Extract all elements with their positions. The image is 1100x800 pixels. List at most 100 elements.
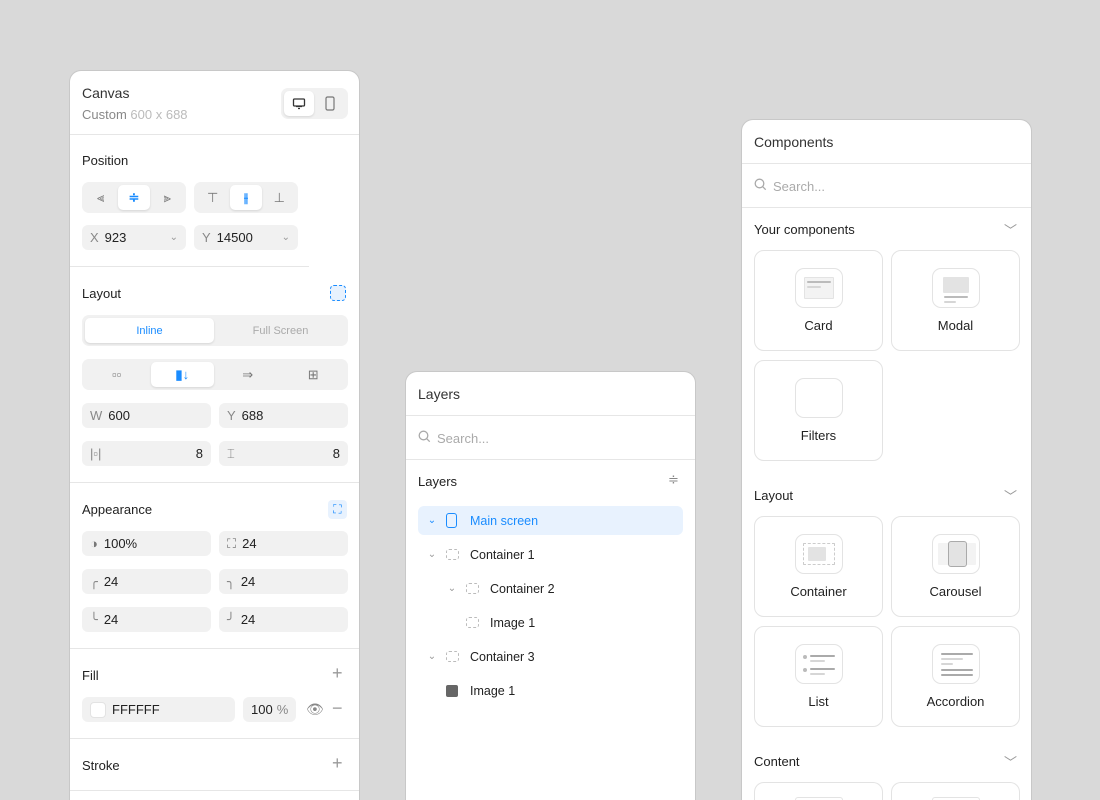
component-thumbnail-icon <box>794 797 843 800</box>
appearance-label: Appearance <box>82 502 153 517</box>
horizontal-gap-field[interactable]: |▫| 8 <box>82 441 211 466</box>
vertical-gap-field[interactable]: ⌶ 8 <box>219 441 348 466</box>
align-right-icon: ⫸ <box>163 189 171 205</box>
radius-top-left-field[interactable]: ╭ 24 <box>82 569 211 594</box>
radius-field[interactable]: ⛶ 24 <box>219 531 348 556</box>
layer-row[interactable]: Image 1 <box>418 608 683 637</box>
opacity-value: 100% <box>103 536 138 551</box>
fill-opacity-unit: % <box>276 702 289 717</box>
component-label: Filters <box>800 428 837 443</box>
fill-opacity-field[interactable]: 100% <box>243 697 296 722</box>
chevron-down-icon[interactable]: ⌄ <box>447 583 457 594</box>
layers-title: Layers <box>418 386 461 402</box>
align-center-v-button[interactable]: ⫲ <box>230 185 262 210</box>
remove-fill-icon[interactable]: − <box>332 698 343 718</box>
mode-inline[interactable]: Inline <box>85 318 214 343</box>
y-label: Y <box>202 230 211 245</box>
search-input[interactable]: Search... <box>773 178 826 194</box>
chevron-down-icon[interactable]: ﹀ <box>1003 223 1017 238</box>
collapse-all-icon[interactable]: ≑ <box>668 472 679 487</box>
fill-color-field[interactable]: FFFFFF <box>82 697 235 722</box>
mobile-button[interactable] <box>316 91 346 116</box>
layer-row[interactable]: ⌄ Container 3 <box>418 642 683 671</box>
component-label: Carousel <box>929 584 982 599</box>
vertical-align-group: ⊤ ⫲ ⊥ <box>194 182 298 213</box>
canvas-preset[interactable]: Custom <box>82 107 127 122</box>
layout-lock-icon[interactable] <box>330 285 346 301</box>
direction-toggle: ▫▫ ▮↓ ⇒ ⊞ <box>82 359 348 390</box>
layer-row[interactable]: ⌄ Container 1 <box>418 540 683 569</box>
component-card[interactable]: Modal <box>891 250 1020 351</box>
y-dropdown[interactable]: Y 14500 ⌄ <box>194 225 298 250</box>
component-card[interactable] <box>891 782 1020 800</box>
width-field[interactable]: W 600 <box>82 403 211 428</box>
direction-vertical-button[interactable]: ▮↓ <box>150 362 214 387</box>
align-right-button[interactable]: ⫸ <box>152 185 183 210</box>
align-top-button[interactable]: ⊤ <box>197 185 228 210</box>
add-stroke-icon[interactable]: + <box>332 753 343 773</box>
canvas-size: 600 x 688 <box>130 107 188 122</box>
eye-icon[interactable]: 👁︎ <box>306 701 324 717</box>
align-center-h-button[interactable]: ≑ <box>118 185 150 210</box>
align-bottom-button[interactable]: ⊥ <box>264 185 295 210</box>
align-top-icon: ⊤ <box>207 189 219 205</box>
layer-row[interactable]: ⌄ Main screen <box>418 506 683 535</box>
x-dropdown[interactable]: X 923 ⌄ <box>82 225 186 250</box>
mode-full-screen[interactable]: Full Screen <box>252 324 309 337</box>
horizontal-align-group: ⫷ ≑ ⫸ <box>82 182 186 213</box>
chevron-down-icon[interactable]: ⌄ <box>427 549 437 560</box>
device-toggle[interactable] <box>281 88 348 119</box>
opacity-field[interactable]: ◑ 100% <box>82 531 211 556</box>
image-placeholder-icon <box>466 617 479 628</box>
height-field[interactable]: Y 688 <box>219 403 348 428</box>
component-card[interactable]: Card <box>754 250 883 351</box>
align-left-button[interactable]: ⫷ <box>85 185 116 210</box>
component-card[interactable] <box>754 782 883 800</box>
section-your-components[interactable]: Your components <box>754 222 855 237</box>
chevron-down-icon[interactable]: ﹀ <box>1003 755 1017 770</box>
radius-bottom-left-field[interactable]: ╰ 24 <box>82 607 211 632</box>
layer-label: Main screen <box>470 513 539 528</box>
layer-row[interactable]: ⌄ Container 2 <box>418 574 683 603</box>
component-card[interactable]: Carousel <box>891 516 1020 617</box>
desktop-button[interactable] <box>284 91 314 116</box>
mobile-icon <box>446 513 457 528</box>
canvas-panel: Canvas Custom 600 x 688 Position ⫷ ≑ ⫸ ⊤… <box>69 70 360 800</box>
chevron-down-icon[interactable]: ⌄ <box>427 651 437 662</box>
component-card[interactable]: Container <box>754 516 883 617</box>
component-label: Container <box>790 584 847 599</box>
align-bottom-icon: ⊥ <box>273 189 285 205</box>
x-value: 923 <box>104 230 127 245</box>
bl-value: 24 <box>103 612 119 627</box>
chevron-down-icon[interactable]: ﹀ <box>1003 489 1017 504</box>
direction-grid-button[interactable]: ⊞ <box>282 362 346 387</box>
direction-wrap-button[interactable]: ▫▫ <box>85 362 149 387</box>
component-card[interactable]: Accordion <box>891 626 1020 727</box>
component-card[interactable]: List <box>754 626 883 727</box>
wrap-icon: ▫▫ <box>112 367 122 382</box>
corner-expand-icon[interactable]: ⛶ <box>328 500 347 519</box>
section-content[interactable]: Content <box>754 754 800 769</box>
grid-icon: ⊞ <box>307 366 319 382</box>
radius-top-right-field[interactable]: ╮ 24 <box>219 569 348 594</box>
search-input[interactable]: Search... <box>437 430 490 446</box>
layers-search[interactable]: Search... <box>418 430 489 446</box>
gap-h-value: 8 <box>195 446 203 461</box>
direction-horizontal-button[interactable]: ⇒ <box>216 362 280 387</box>
layer-row[interactable]: Image 1 <box>418 676 683 705</box>
radius-value: 24 <box>242 536 257 551</box>
container-icon <box>466 583 479 594</box>
chevron-down-icon[interactable]: ⌄ <box>427 515 437 526</box>
radius-bottom-right-field[interactable]: ╯ 24 <box>219 607 348 632</box>
fill-label: Fill <box>82 668 99 683</box>
carousel-thumbnail-icon <box>931 534 980 574</box>
layout-label: Layout <box>82 286 122 301</box>
layer-label: Image 1 <box>470 683 516 698</box>
add-fill-icon[interactable]: + <box>332 663 343 683</box>
component-card[interactable]: Filters <box>754 360 883 461</box>
components-title: Components <box>754 134 834 150</box>
section-layout[interactable]: Layout <box>754 488 794 503</box>
components-search[interactable]: Search... <box>754 178 825 194</box>
color-swatch[interactable] <box>90 701 106 718</box>
w-label: W <box>90 408 103 423</box>
